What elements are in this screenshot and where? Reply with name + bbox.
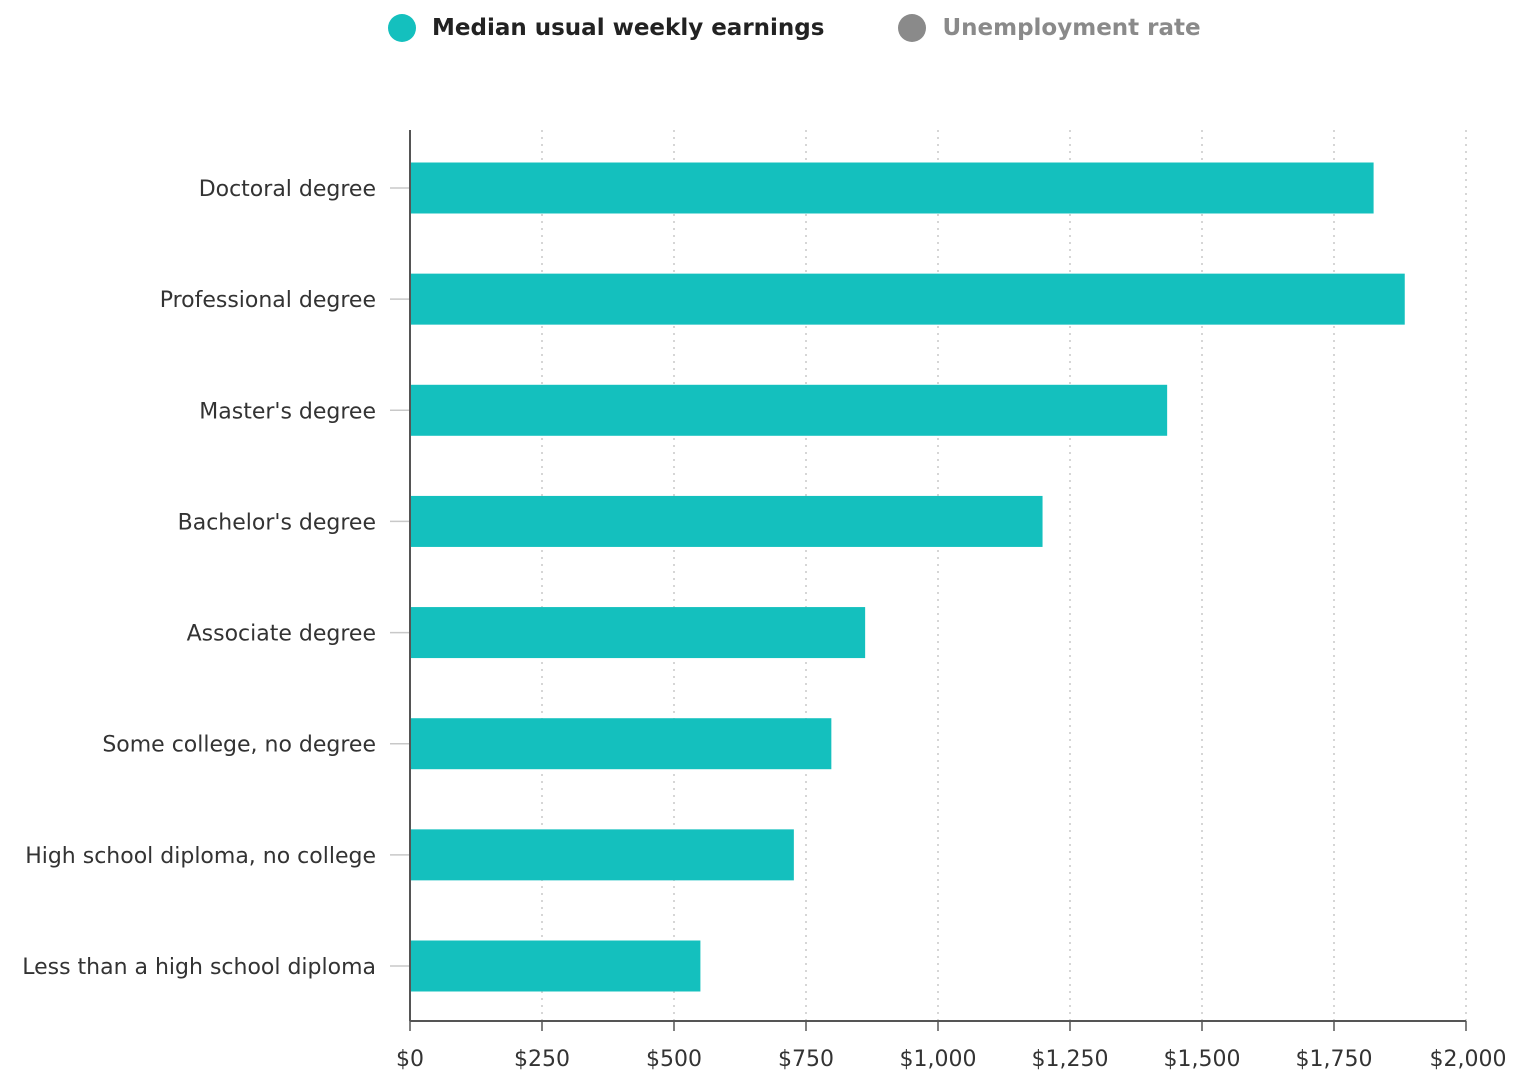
legend-item-earnings[interactable]: Median usual weekly earnings — [388, 14, 824, 42]
x-tick-label: $500 — [646, 1047, 702, 1072]
x-tick-label: $1,500 — [1164, 1047, 1241, 1072]
category-label: Bachelor's degree — [178, 510, 376, 535]
bar — [410, 384, 1168, 436]
category-label: Professional degree — [160, 288, 376, 313]
bar — [410, 495, 1043, 547]
category-label: High school diploma, no college — [25, 844, 376, 869]
bar — [410, 162, 1374, 214]
x-tick-label: $1,000 — [900, 1047, 977, 1072]
legend-label-earnings: Median usual weekly earnings — [432, 15, 825, 41]
bar — [410, 940, 701, 992]
bar — [410, 273, 1405, 325]
bar — [410, 718, 832, 770]
x-tick-label: $250 — [514, 1047, 570, 1072]
category-label: Doctoral degree — [199, 177, 376, 202]
legend-label-unemployment: Unemployment rate — [942, 15, 1201, 41]
category-label: Less than a high school diploma — [22, 955, 376, 980]
legend: Median usual weekly earnings Unemploymen… — [388, 8, 1275, 48]
bar — [410, 607, 866, 659]
x-tick-label: $2,000 — [1430, 1047, 1507, 1072]
earnings-legend-dot-icon — [388, 14, 416, 42]
x-tick-label: $1,250 — [1032, 1047, 1109, 1072]
category-label: Master's degree — [199, 399, 376, 424]
bar — [410, 829, 794, 881]
unemployment-legend-dot-icon — [898, 14, 927, 42]
x-tick-label: $0 — [396, 1047, 424, 1072]
x-tick-label: $1,750 — [1296, 1047, 1373, 1072]
category-label: Associate degree — [187, 622, 376, 647]
x-tick-label: $750 — [778, 1047, 834, 1072]
legend-item-unemployment[interactable]: Unemployment rate — [898, 14, 1201, 42]
category-label: Some college, no degree — [102, 733, 376, 758]
